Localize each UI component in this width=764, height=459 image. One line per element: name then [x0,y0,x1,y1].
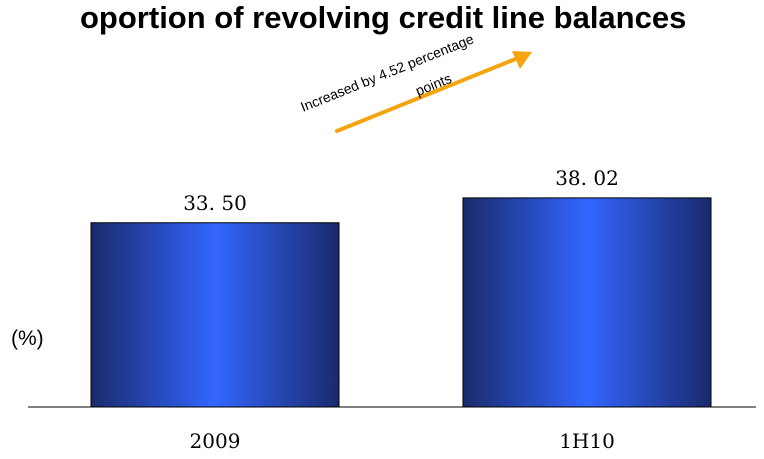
y-unit-label: (%) [11,327,44,350]
x-tick-label-2009: 2009 [190,429,241,453]
increase-arrow-icon [512,51,532,69]
bar-1h10 [462,197,712,408]
annotation-line-1: Increased by 4.52 percentage [298,30,476,114]
annotation-line-2: points [413,70,454,99]
value-labels-group: 33. 50 38. 02 [183,166,619,215]
chart-title: oportion of revolving credit line balanc… [80,0,686,35]
increase-arrow-line [335,56,520,133]
increase-annotation: Increased by 4.52 percentage points [298,30,532,133]
value-label-2009: 33. 50 [183,191,247,215]
bars-group [90,197,712,408]
tick-labels-group: 2009 1H10 [190,429,615,453]
bar-2009 [90,222,340,408]
x-tick-label-1h10: 1H10 [559,429,615,453]
value-label-1h10: 38. 02 [555,166,619,190]
